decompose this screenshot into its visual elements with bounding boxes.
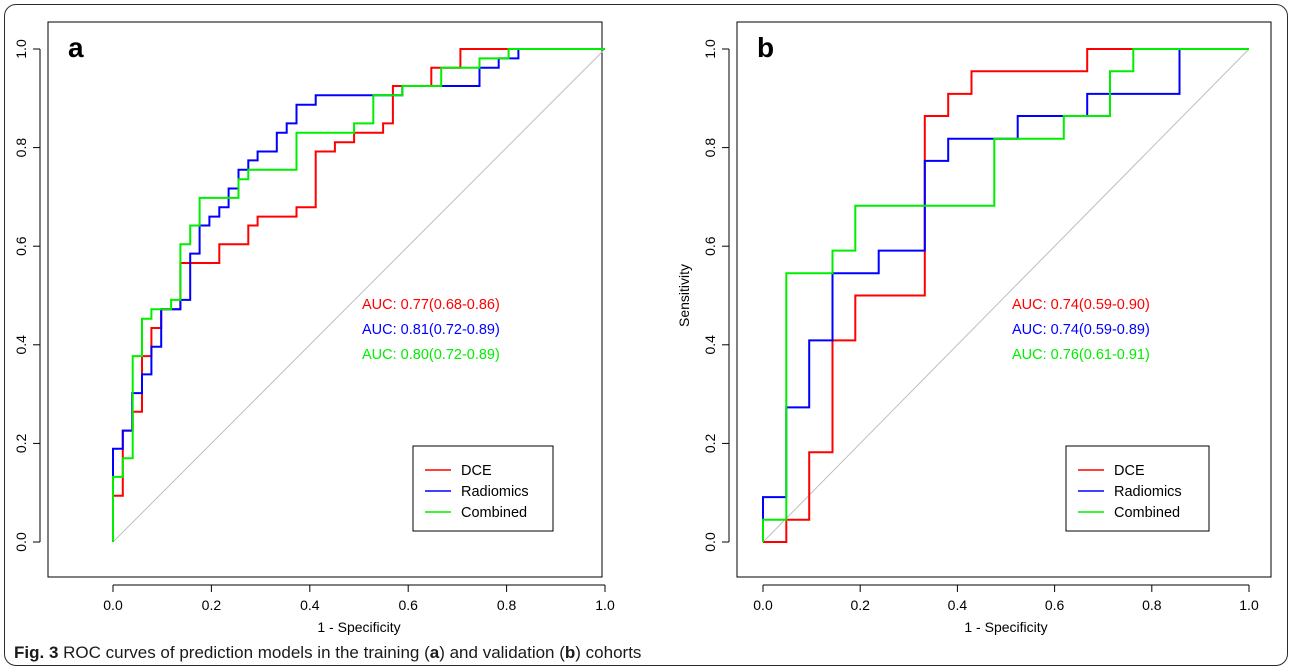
- y-tick-label: 1.0: [13, 39, 29, 59]
- legend-label: DCE: [461, 463, 492, 479]
- auc-label-radiomics: AUC: 0.81(0.72-0.89): [362, 322, 500, 338]
- caption-part-bold: a: [429, 643, 440, 662]
- panel-label: a: [68, 32, 84, 63]
- x-tick-label: 0.2: [202, 597, 222, 613]
- legend-label: DCE: [1114, 463, 1145, 479]
- x-tick-label: 1.0: [1239, 597, 1259, 613]
- caption-part: ) cohorts: [575, 643, 642, 662]
- y-tick-label: 1.0: [702, 39, 718, 59]
- x-tick-label: 0.6: [1045, 597, 1065, 613]
- x-tick-label: 0.0: [753, 597, 773, 613]
- legend-label: Combined: [461, 505, 527, 521]
- reference-diagonal: [762, 48, 1250, 543]
- x-axis-title: 1 - Specificity: [964, 619, 1047, 635]
- auc-label-dce: AUC: 0.74(0.59-0.90): [1012, 297, 1150, 313]
- x-tick-label: 0.4: [948, 597, 968, 613]
- roc-figure: 0.0 0.2 0.4 0.6 0.8 1.0 1 - Specificity 0.0 0.2 0…: [13, 21, 1272, 635]
- auc-label-radiomics: AUC: 0.74(0.59-0.89): [1012, 322, 1150, 338]
- legend-box: [412, 445, 554, 532]
- legend-box: [1065, 445, 1210, 532]
- y-tick-label: 0.0: [13, 532, 29, 552]
- y-tick-label: 0.2: [13, 433, 29, 453]
- caption-part: ROC curves of prediction models in the t…: [63, 643, 430, 662]
- x-tick-label: 0.8: [1142, 597, 1162, 613]
- roc-line-dce: [763, 48, 1249, 543]
- auc-label-combined: AUC: 0.76(0.61-0.91): [1012, 347, 1150, 363]
- plot-area-border: [47, 21, 603, 578]
- y-axis-title: Sensitivity: [676, 264, 692, 327]
- y-tick-label: 0.8: [13, 138, 29, 158]
- auc-label-dce: AUC: 0.77(0.68-0.86): [362, 297, 500, 313]
- reference-diagonal: [112, 48, 606, 543]
- x-tick-label: 0.8: [497, 597, 517, 613]
- x-axis-title: 1 - Specificity: [317, 619, 400, 635]
- x-tick-label: 0.0: [103, 597, 123, 613]
- x-tick-label: 1.0: [595, 597, 615, 613]
- legend-label: Radiomics: [1114, 484, 1182, 500]
- caption-part-bold: b: [564, 643, 576, 662]
- caption-label: Fig. 3: [14, 643, 59, 662]
- x-tick-label: 0.2: [850, 597, 870, 613]
- y-tick-label: 0.8: [702, 138, 718, 158]
- y-tick-label: 0.4: [13, 335, 29, 355]
- figure-caption: Fig. 3 ROC curves of prediction models i…: [14, 643, 641, 663]
- y-tick-label: 0.0: [702, 532, 718, 552]
- figure-frame: 0.0 0.2 0.4 0.6 0.8 1.0 1 - Specificity 0.0 0.2 0…: [4, 4, 1288, 666]
- x-tick-label: 0.6: [398, 597, 418, 613]
- roc-line-combined: [112, 48, 605, 542]
- legend-label: Combined: [1114, 505, 1180, 521]
- plot-area-border: [736, 21, 1272, 578]
- legend: DCE Radiomics Combined: [1065, 445, 1210, 532]
- panel-a: 0.0 0.2 0.4 0.6 0.8 1.0 1 - Specificity 0.0 0.2 0…: [13, 21, 615, 635]
- y-tick-label: 0.6: [702, 236, 718, 256]
- y-tick-label: 0.2: [702, 433, 718, 453]
- roc-line-dce: [112, 48, 605, 542]
- panel-b: 0.0 0.2 0.4 0.6 0.8 1.0 1 - Specificity 0.0 0.2 0…: [676, 21, 1272, 635]
- caption-part: ) and validation (: [439, 643, 565, 662]
- legend: DCE Radiomics Combined: [412, 445, 554, 532]
- legend-label: Radiomics: [461, 484, 529, 500]
- y-tick-label: 0.6: [13, 236, 29, 256]
- panel-label: b: [757, 32, 774, 63]
- y-tick-label: 0.4: [702, 335, 718, 355]
- auc-label-combined: AUC: 0.80(0.72-0.89): [362, 347, 500, 363]
- x-tick-label: 0.4: [300, 597, 320, 613]
- roc-line-combined: [762, 48, 1249, 542]
- roc-line-radiomics: [762, 48, 1249, 542]
